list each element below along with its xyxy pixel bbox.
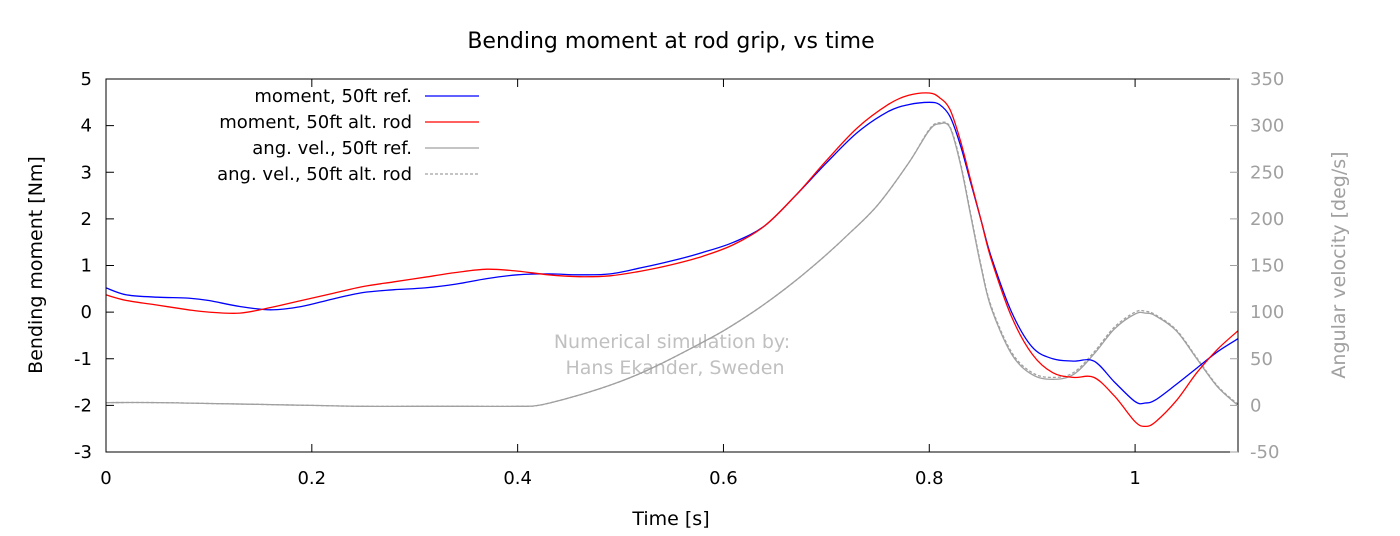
y2-tick-label: 300 [1250, 116, 1284, 137]
y-tick-label: 0 [81, 302, 92, 323]
x-axis-title: Time [s] [631, 508, 709, 530]
y-tick-label: 3 [81, 162, 92, 183]
y-tick-label: -2 [74, 395, 92, 416]
watermark-annotation: Numerical simulation by: Hans Ekander, S… [554, 331, 790, 379]
x-tick-label: 0.8 [915, 468, 944, 489]
y2-tick-label: 350 [1250, 69, 1284, 90]
y2-tick-label: -50 [1250, 442, 1279, 463]
y-axis-title: Bending moment [Nm] [25, 156, 47, 374]
x-axis: 0 0.2 0.4 0.6 0.8 1 [100, 79, 1141, 489]
y2-tick-label: 250 [1250, 162, 1284, 183]
legend-label: ang. vel., 50ft ref. [252, 138, 412, 159]
y2-tick-label: 150 [1250, 256, 1284, 277]
y-tick-label: -3 [74, 442, 92, 463]
series-moment-50ft-ref [105, 101, 1239, 405]
legend-label: moment, 50ft alt. rod [219, 112, 412, 133]
watermark-line-2: Hans Ekander, Sweden [566, 357, 785, 379]
y2-tick-label: 100 [1250, 302, 1284, 323]
y-tick-label: 2 [81, 209, 92, 230]
legend: moment, 50ft ref. moment, 50ft alt. rod an… [217, 86, 479, 185]
chart-title: Bending moment at rod grip, vs time [467, 29, 874, 54]
y-tick-label: 1 [81, 256, 92, 277]
y-axis-left: -3 -2 -1 0 1 2 3 4 5 [74, 69, 114, 463]
series-ang-vel-50ft-alt-rod [105, 121, 1239, 408]
x-tick-label: 0.4 [503, 468, 532, 489]
series-moment-50ft-alt-rod [105, 92, 1239, 428]
legend-label: ang. vel., 50ft alt. rod [217, 164, 412, 185]
y-axis-right: -50 0 50 100 150 200 250 300 350 [1230, 69, 1284, 463]
y-tick-label: 4 [81, 116, 92, 137]
y2-tick-label: 50 [1250, 349, 1273, 370]
y2-tick-label: 0 [1250, 395, 1261, 416]
y-tick-label: 5 [81, 69, 92, 90]
series-layer [105, 92, 1239, 428]
y2-tick-label: 200 [1250, 209, 1284, 230]
legend-label: moment, 50ft ref. [254, 86, 412, 107]
x-tick-label: 0.6 [709, 468, 738, 489]
x-tick-label: 1 [1129, 468, 1140, 489]
x-tick-label: 0 [100, 468, 111, 489]
y-tick-label: -1 [74, 349, 92, 370]
x-tick-label: 0.2 [297, 468, 326, 489]
watermark-line-1: Numerical simulation by: [554, 331, 790, 353]
plot-frame [105, 78, 1239, 453]
y2-axis-title: Angular velocity [deg/s] [1328, 151, 1350, 378]
